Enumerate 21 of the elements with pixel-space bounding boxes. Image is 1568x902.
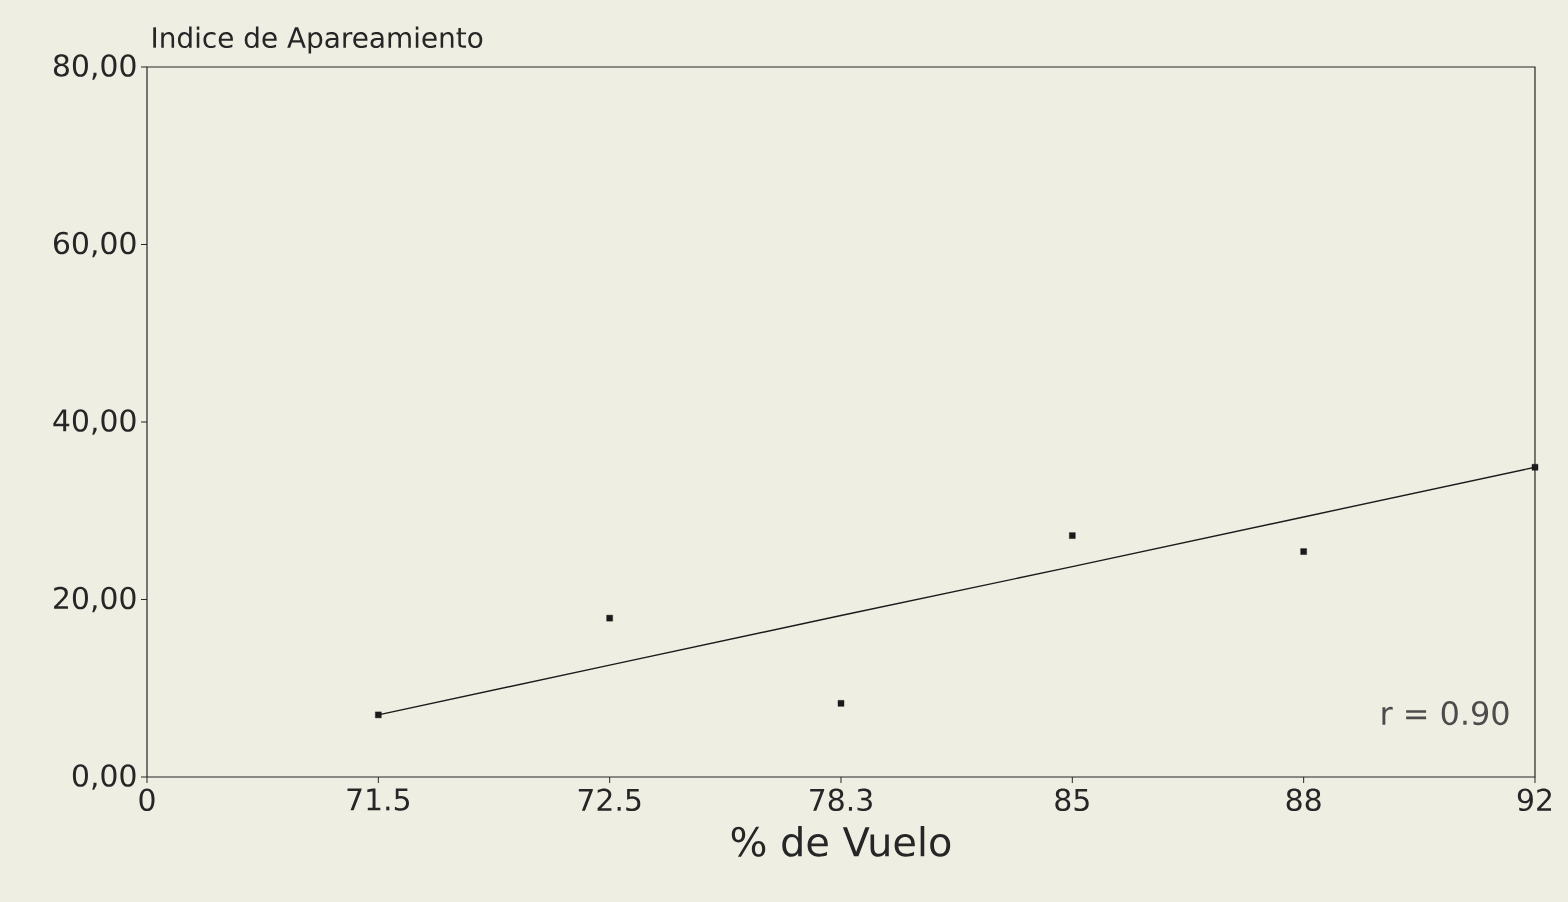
- y-tick-label: 20,00: [54, 586, 136, 613]
- y-tick-label: 40,00: [53, 409, 136, 435]
- x-axis-title: % de Vuelo: [731, 825, 951, 857]
- y-tick-label: 60,00: [54, 231, 136, 258]
- point: [1531, 464, 1539, 471]
- y-axis-title: Indice de Apareamiento: [153, 26, 483, 54]
- point: [1069, 532, 1076, 539]
- y-tick-label: 0,00: [72, 764, 136, 790]
- x-tick-label: 85: [1055, 788, 1089, 812]
- x-tick-label: 92: [1517, 788, 1551, 812]
- point: [1300, 548, 1307, 555]
- point: [837, 700, 845, 707]
- x-tick-label: 72.5: [578, 788, 641, 812]
- x-tick-label: 78.3: [810, 788, 872, 812]
- x-tick-label: 88: [1286, 788, 1321, 812]
- y-tick-label: 80,00: [53, 54, 136, 80]
- point: [606, 614, 613, 622]
- annotation: r = 0.90: [1382, 701, 1509, 726]
- point: [375, 711, 382, 719]
- x-tick-label: 71.5: [347, 788, 409, 811]
- x-tick-label: 0: [139, 788, 155, 812]
